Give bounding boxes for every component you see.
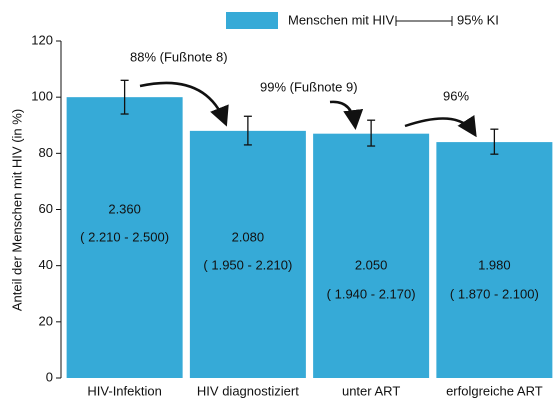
x-tick-label: HIV-Infektion bbox=[87, 383, 161, 398]
arrow-label: 88% (Fußnote 8) bbox=[130, 49, 228, 64]
y-tick-label: 40 bbox=[39, 257, 53, 272]
x-tick-label: HIV diagnostiziert bbox=[197, 383, 299, 398]
y-tick-label: 80 bbox=[39, 145, 53, 160]
bar-range: ( 2.210 - 2.500) bbox=[80, 229, 169, 244]
bar-count: 2.050 bbox=[355, 257, 388, 272]
legend-label: Menschen mit HIV bbox=[288, 12, 395, 27]
arrow bbox=[404, 114, 477, 138]
bar-count: 2.080 bbox=[232, 229, 265, 244]
bar bbox=[313, 133, 430, 378]
bar-range: ( 1.950 - 2.210) bbox=[203, 257, 292, 272]
x-tick-label: unter ART bbox=[342, 383, 400, 398]
y-tick-label: 60 bbox=[39, 201, 53, 216]
y-tick-label: 120 bbox=[31, 32, 53, 47]
bar bbox=[189, 130, 306, 378]
y-axis-label: Anteil der Menschen mit HIV (in %) bbox=[9, 109, 24, 311]
bar-range: ( 1.940 - 2.170) bbox=[327, 286, 416, 301]
arrow-label: 96% bbox=[443, 88, 469, 103]
y-tick-label: 20 bbox=[39, 313, 53, 328]
bar-count: 1.980 bbox=[478, 257, 511, 272]
bar-count: 2.360 bbox=[108, 201, 141, 216]
y-tick-label: 100 bbox=[31, 89, 53, 104]
y-tick-label: 0 bbox=[46, 369, 53, 384]
arrow bbox=[139, 81, 229, 127]
arrow bbox=[329, 100, 364, 130]
bar-range: ( 1.870 - 2.100) bbox=[450, 286, 539, 301]
bar bbox=[66, 97, 183, 379]
bar bbox=[436, 142, 553, 378]
x-tick-label: erfolgreiche ART bbox=[446, 383, 543, 398]
legend-label: 95% KI bbox=[457, 12, 499, 27]
arrow-label: 99% (Fußnote 9) bbox=[260, 79, 358, 94]
legend-swatch bbox=[226, 12, 278, 29]
